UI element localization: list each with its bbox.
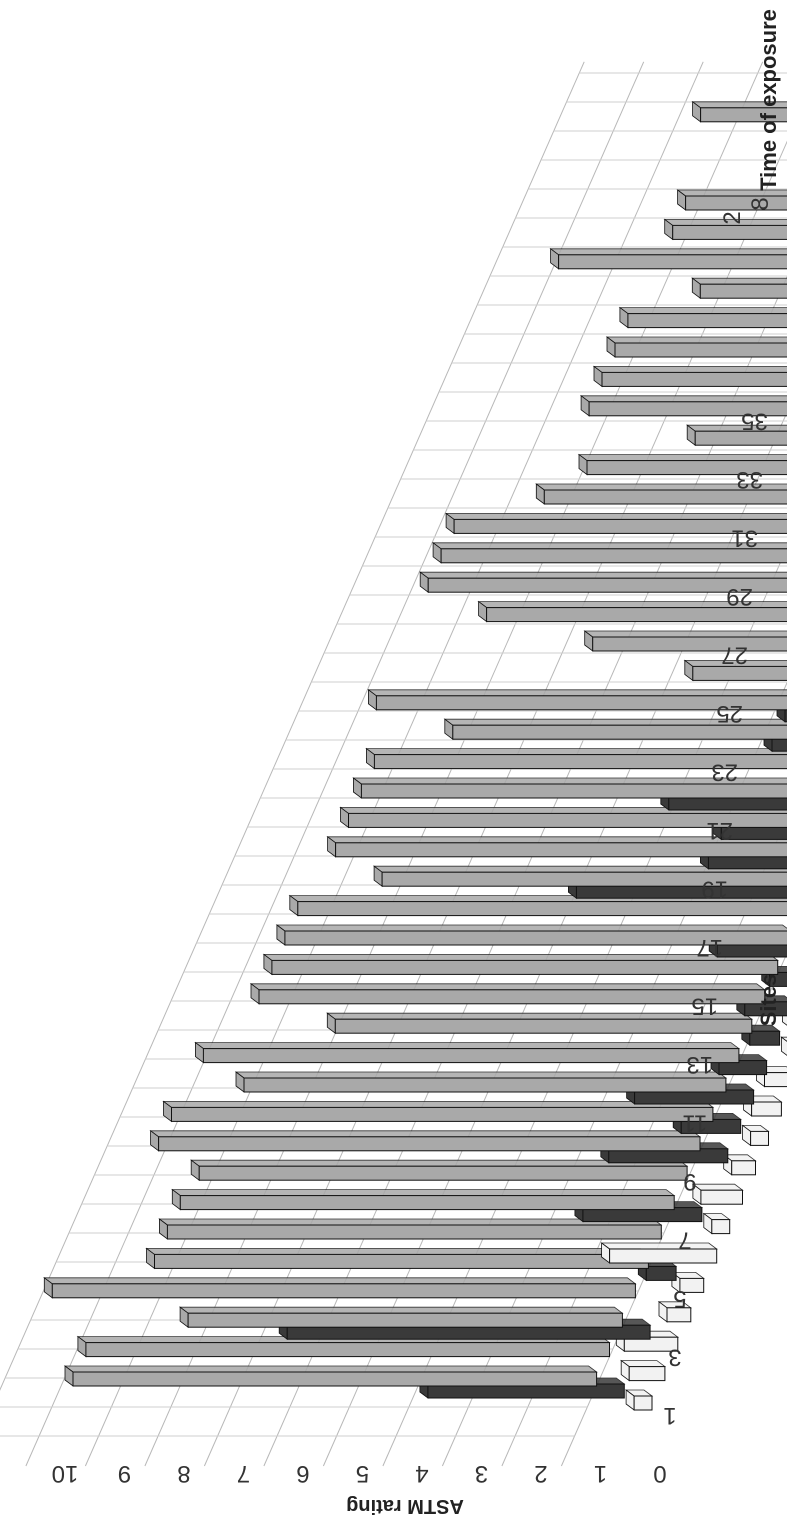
- site-tick-label: 5: [673, 1285, 686, 1312]
- site-tick-label: 19: [701, 876, 728, 903]
- site-tick-label: 17: [696, 934, 723, 961]
- site-tick-label: 3: [668, 1344, 681, 1371]
- gridline-value-0: [560, 951, 787, 1467]
- time-tick-label: 8: [747, 197, 774, 210]
- gridline-value-9: [25, 61, 645, 1467]
- bar-site-row-2-short: [620, 1359, 667, 1382]
- site-tick-label: 7: [678, 1227, 691, 1254]
- bar-site-row-25-long: [683, 659, 787, 682]
- bar-site-row-1-short: [624, 1389, 654, 1411]
- bar-site-row-28-long: [419, 571, 787, 594]
- y-tick-label: 10: [52, 1460, 79, 1487]
- site-tick-label: 9: [683, 1168, 696, 1195]
- bar-site-row-5-short: [670, 1271, 705, 1294]
- site-tick-label: 21: [706, 817, 733, 844]
- bar-site-row-16-long: [275, 924, 787, 946]
- z-axis-title: Time of exposure: [756, 9, 781, 191]
- site-tick-label: 23: [711, 759, 738, 786]
- bar-site-row-12-long: [194, 1041, 741, 1064]
- site-tick-label: 11: [682, 1110, 707, 1137]
- bar-site-row-29-long: [431, 541, 787, 564]
- y-axis-title: ASTM rating: [346, 1495, 464, 1517]
- bar-site-row-21-long: [352, 777, 787, 799]
- time-tick-label: 2: [719, 211, 746, 224]
- site-tick-label: 33: [736, 466, 763, 493]
- bar-site-row-9-long: [149, 1130, 702, 1152]
- y-tick-label: 3: [475, 1460, 488, 1487]
- bar-site-row-19-long: [326, 835, 787, 858]
- site-tick-label: 35: [741, 408, 768, 435]
- bar-site-row-32-long: [577, 453, 787, 476]
- bar-site-row-44-long: [691, 101, 787, 123]
- bar-site-row-39-long: [549, 248, 787, 270]
- bar-site-row-7-short: [702, 1212, 731, 1235]
- bar-site-row-4-long: [43, 1277, 637, 1299]
- site-tick-label: 25: [716, 700, 743, 727]
- site-tick-label: 31: [731, 525, 758, 552]
- bar-site-row-38-long: [691, 277, 787, 300]
- bar-site-row-9-short: [722, 1154, 757, 1176]
- bar-site-row-27-long: [477, 600, 787, 623]
- bar-site-row-8-short: [691, 1183, 744, 1205]
- bar-site-row-10-long: [162, 1100, 715, 1123]
- site-tick-label: 15: [691, 993, 718, 1020]
- bar-site-row-13-long: [326, 1012, 753, 1034]
- bar-site-row-18-long: [372, 865, 787, 888]
- bar-site-row-15-long: [262, 953, 779, 976]
- bar-site-row-30-long: [444, 512, 787, 535]
- bar-site-row-4-short: [657, 1301, 692, 1323]
- bar-site-row-11-long: [234, 1071, 728, 1093]
- bar-site-row-23-long: [443, 718, 787, 741]
- bar-site-row-6-long: [158, 1218, 663, 1240]
- bar-site-row-14-long: [249, 982, 766, 1005]
- gridline-value-10: [0, 61, 585, 1391]
- y-tick-label: 2: [534, 1460, 547, 1487]
- bar-site-row-37-long: [618, 306, 787, 329]
- y-tick-label: 6: [296, 1460, 309, 1487]
- y-tick-label: 0: [653, 1460, 666, 1487]
- chart-bars: [43, 101, 787, 1411]
- y-tick-label: 1: [594, 1460, 607, 1487]
- bar-site-row-40-long: [663, 218, 787, 241]
- bar-site-row-36-long: [605, 336, 787, 358]
- bar-site-row-24-long: [367, 688, 787, 711]
- bar-site-row-33-long: [686, 424, 787, 447]
- bar-site-row-5-long: [145, 1247, 650, 1270]
- y-tick-label: 9: [118, 1460, 131, 1487]
- bar-site-row-35-long: [592, 365, 787, 388]
- bar-site-row-26-long: [583, 630, 787, 652]
- bar-site-row-22-long: [365, 747, 787, 770]
- bar-site-row-10-short: [741, 1124, 770, 1147]
- chart-labels: 0123456789101357911131517192123252729313…: [52, 197, 774, 1487]
- y-tick-label: 5: [356, 1460, 369, 1487]
- bar-site-row-13-short: [780, 1036, 787, 1056]
- y-tick-label: 4: [415, 1460, 428, 1487]
- bar-site-row-1-long: [63, 1365, 598, 1387]
- site-tick-label: 29: [726, 583, 753, 610]
- bar-site-row-7-long: [171, 1188, 676, 1211]
- site-tick-label: 27: [721, 642, 748, 669]
- site-tick-label: 13: [686, 1051, 713, 1078]
- bar-site-row-3-long: [178, 1306, 624, 1328]
- x-axis-title: Sites: [756, 974, 781, 1027]
- y-tick-label: 7: [237, 1460, 250, 1487]
- bar-site-row-6-short: [600, 1242, 718, 1264]
- bar-site-row-34-long: [579, 394, 787, 417]
- bar-site-row-31-long: [535, 483, 787, 505]
- y-tick-label: 8: [177, 1460, 190, 1487]
- bar-site-row-41-long: [676, 189, 787, 211]
- site-tick-label: 1: [663, 1402, 676, 1429]
